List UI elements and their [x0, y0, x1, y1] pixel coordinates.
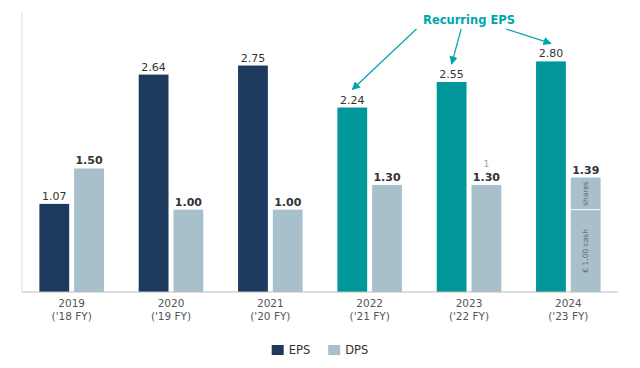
x-tick-label: 2020('19 FY)	[151, 297, 191, 322]
bar	[238, 66, 268, 292]
x-tick-label: 2022('21 FY)	[350, 297, 390, 322]
data-label: 1.30	[373, 171, 400, 184]
annotation-arrow	[352, 29, 416, 90]
bar	[337, 108, 367, 292]
legend-label: DPS	[345, 343, 368, 357]
x-tick-label-line: ('20 FY)	[250, 310, 290, 322]
data-label: 1.07	[42, 190, 67, 203]
bar	[471, 185, 501, 292]
legend-label: EPS	[289, 343, 311, 357]
x-tick-label-line: ('21 FY)	[350, 310, 390, 322]
x-tick-label-line: ('22 FY)	[449, 310, 489, 322]
x-tick-label-line: 2023	[456, 297, 483, 309]
data-label: 1.39	[572, 164, 599, 177]
legend-swatch	[328, 345, 340, 355]
x-tick-label: 2023('22 FY)	[449, 297, 489, 322]
x-tick-label-line: 2024	[555, 297, 582, 309]
chart: 1.07 2.64 2.75 2.24 2.55 2.80 1.50 1.00 1.00 1.30…	[0, 0, 640, 368]
data-label: 2.55	[439, 68, 464, 81]
x-tick-label-line: ('18 FY)	[52, 310, 92, 322]
x-tick-label: 2024('23 FY)	[548, 297, 588, 322]
bars	[39, 61, 600, 292]
data-label: 1.50	[75, 154, 102, 167]
legend: EPS DPS	[272, 343, 369, 357]
bar	[273, 210, 303, 292]
data-label: 2.24	[340, 94, 365, 107]
x-tick-label-line: 2021	[257, 297, 284, 309]
bar	[39, 204, 69, 292]
bar	[437, 82, 467, 292]
y-range-line	[22, 12, 23, 292]
data-labels: 1.07 2.64 2.75 2.24 2.55 2.80 1.50 1.00 1.00 1.30…	[42, 47, 599, 208]
legend-swatch	[272, 345, 284, 355]
data-label: 1.00	[274, 196, 301, 209]
bar	[571, 178, 601, 292]
annotation: 1	[484, 159, 489, 169]
bar	[536, 61, 566, 292]
x-tick-label: 2019('18 FY)	[52, 297, 92, 322]
bar-divider	[571, 209, 601, 210]
data-label: 1.00	[175, 196, 202, 209]
bar	[139, 75, 169, 292]
bar	[173, 210, 203, 292]
annotation-arrow	[506, 29, 551, 43]
annotation: € 1.00 cash	[581, 229, 590, 273]
x-tick-label-line: ('19 FY)	[151, 310, 191, 322]
data-label: 1.30	[473, 171, 500, 184]
x-tick-label-line: 2019	[58, 297, 85, 309]
annotation-arrow	[452, 29, 462, 64]
bar	[74, 168, 104, 292]
bar	[372, 185, 402, 292]
annotation: shares	[581, 181, 590, 206]
annotation: Recurring EPS	[423, 13, 515, 27]
x-axis-line	[22, 292, 618, 293]
x-tick-label-line: 2022	[356, 297, 383, 309]
x-tick-label-line: 2020	[158, 297, 185, 309]
x-tick-label-line: ('23 FY)	[548, 310, 588, 322]
data-label: 2.80	[539, 47, 564, 60]
data-label: 2.64	[141, 61, 166, 74]
data-label: 2.75	[241, 52, 266, 65]
x-tick-label: 2021('20 FY)	[250, 297, 290, 322]
